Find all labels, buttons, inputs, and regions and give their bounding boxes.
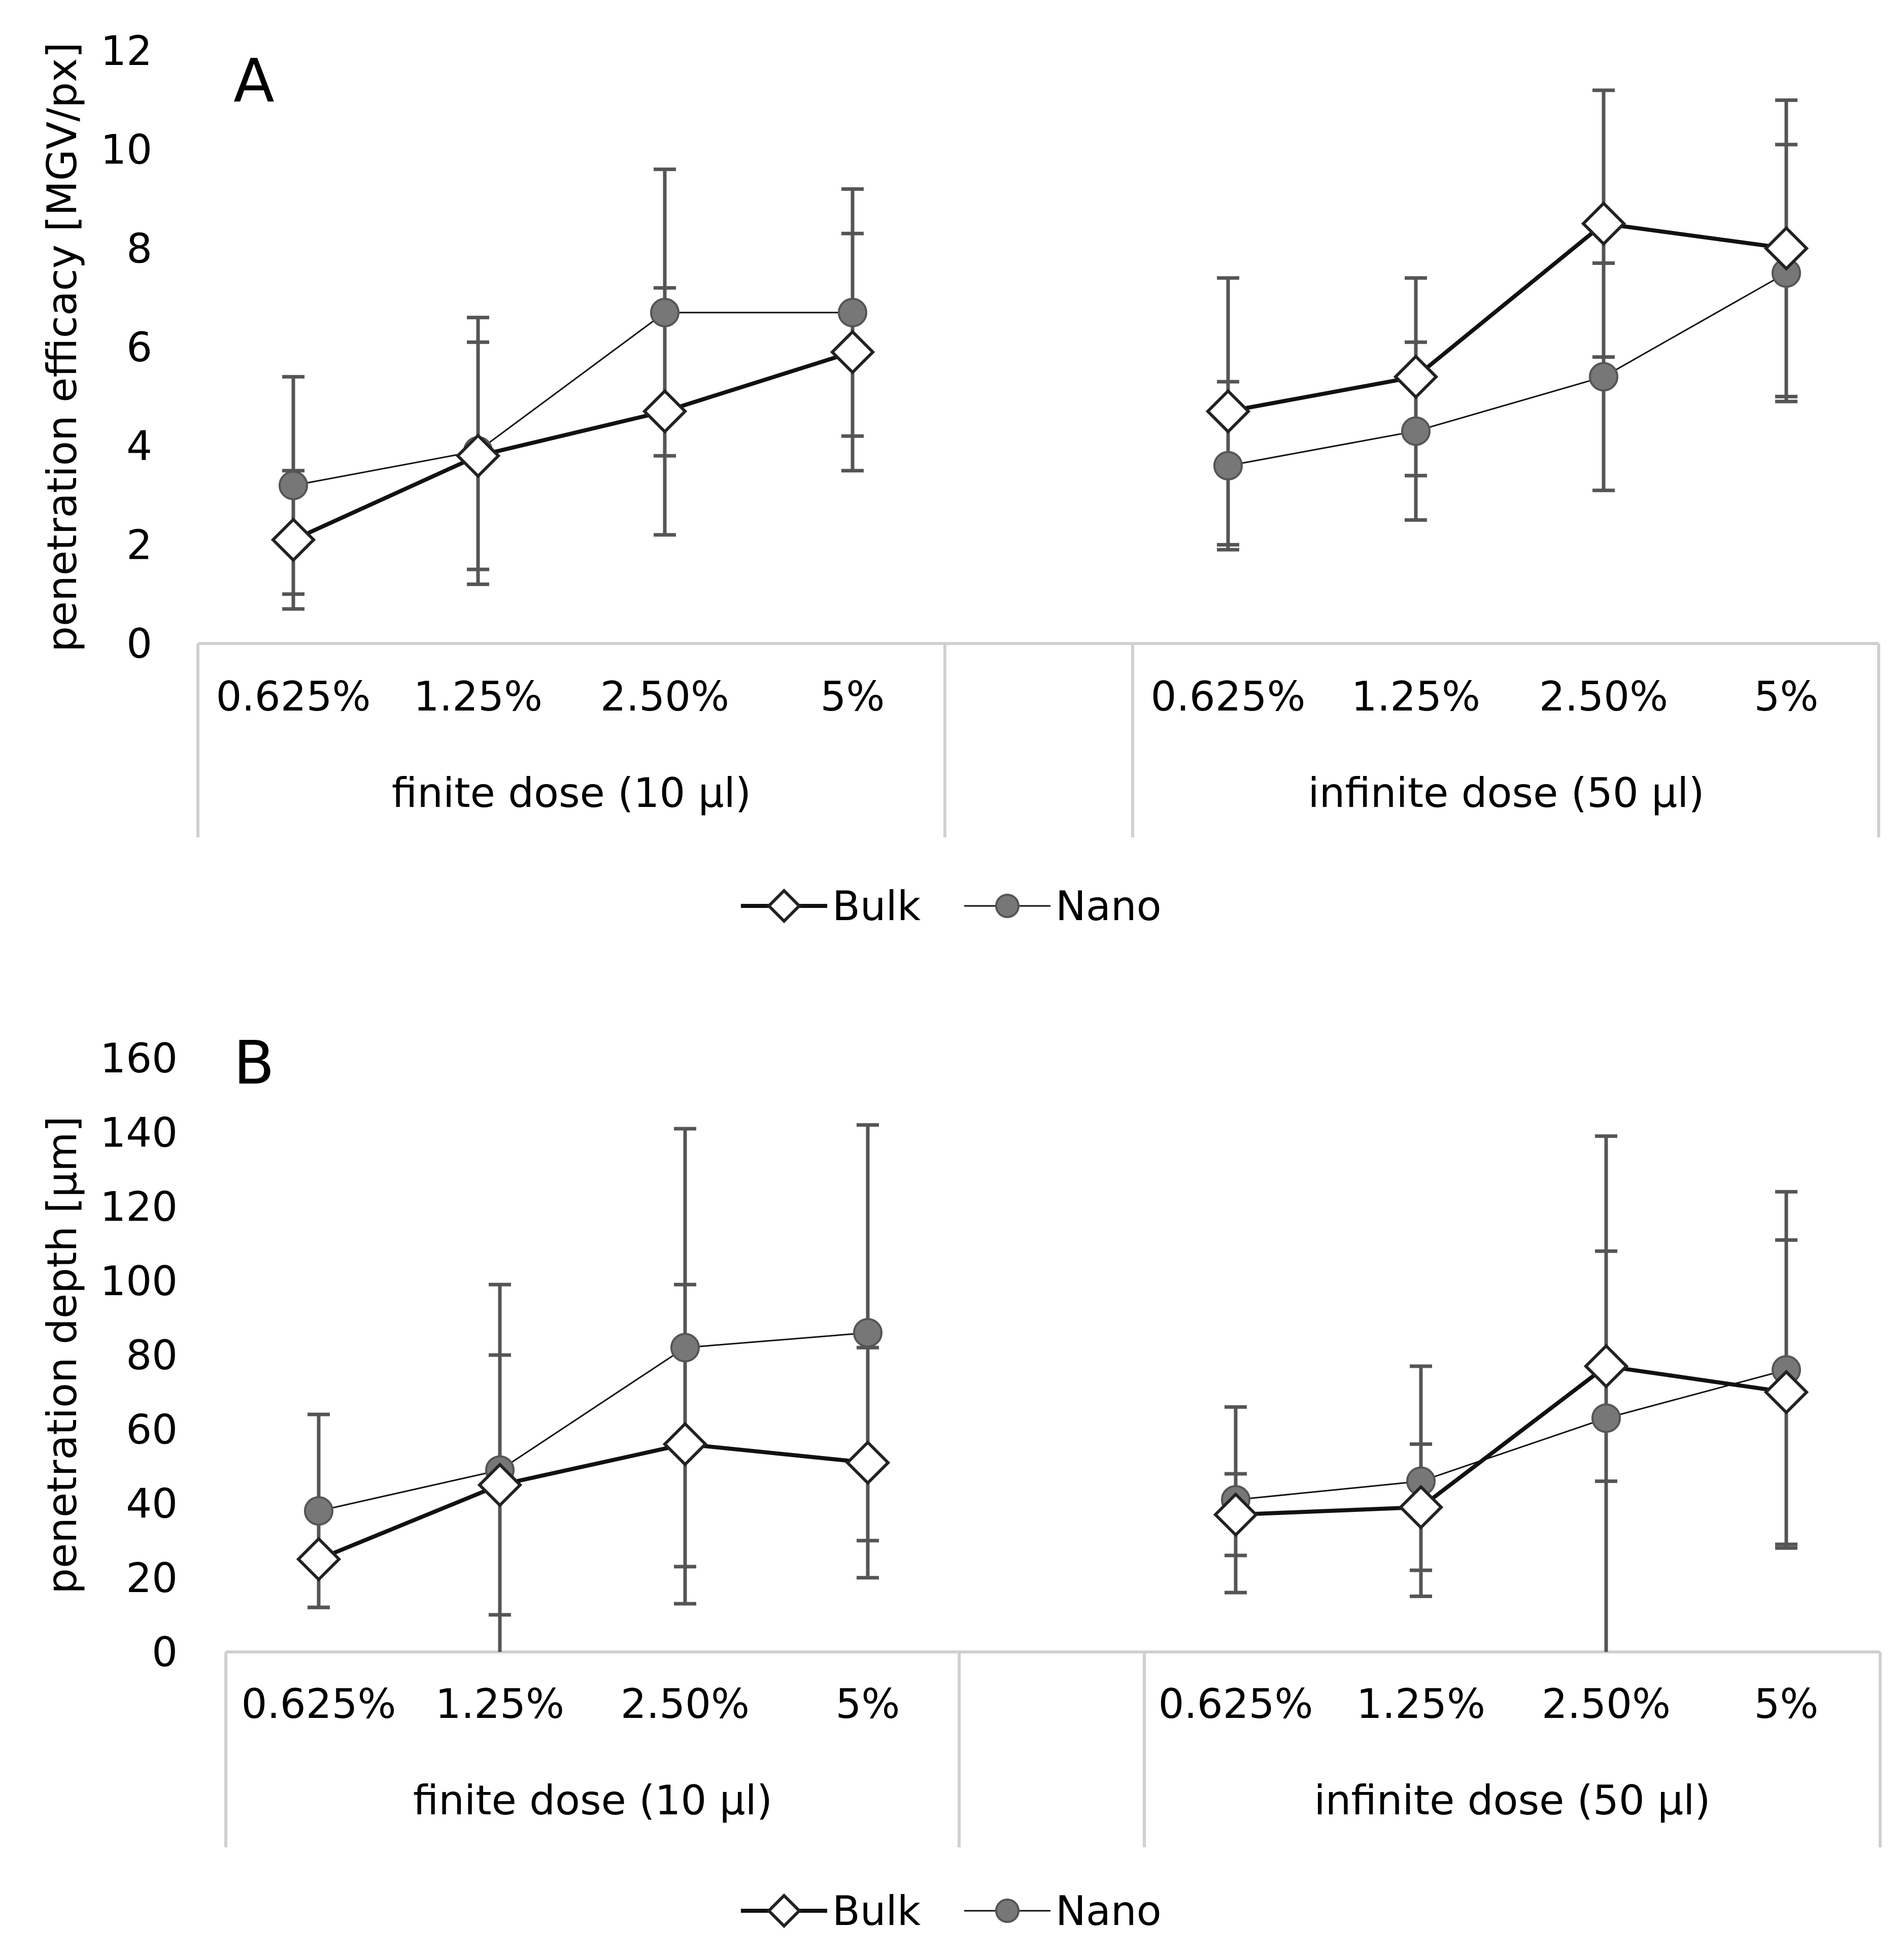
legend: Bulk Nano [741,883,1162,930]
y-tick-label: 12 [100,27,152,75]
x-group-label: infinite dose (50 µl) [1314,1777,1710,1824]
x-tick-label: 2.50% [621,1680,750,1728]
series-line [1235,1369,1787,1501]
legend-label-nano: Nano [1056,883,1162,930]
series-line [1235,1364,1787,1517]
legend-marker-bulk [766,1893,802,1929]
y-tick-label: 10 [100,126,152,174]
y-tick-label: 100 [100,1258,178,1305]
data-point [1205,389,1251,434]
markers-bulk [270,201,1809,562]
series-line [318,1442,868,1561]
series-nano [318,1332,1787,1512]
data-point [830,329,875,375]
x-tick-label: 2.50% [600,673,729,720]
x-tick-label: 2.50% [1539,673,1668,720]
data-point [1393,354,1439,399]
x-tick-label: 1.25% [435,1680,564,1728]
data-point [1398,1484,1444,1530]
legend-label-bulk: Bulk [832,883,921,930]
y-tick-label: 0 [126,620,152,667]
y-axis-label: penetration efficacy [MGV/px] [39,42,86,652]
data-point [670,1333,700,1363]
x-group-label: infinite dose (50 µl) [1308,769,1704,817]
x-tick-label: 5% [836,1680,900,1728]
data-point [1583,1343,1629,1389]
y-tick-label: 60 [126,1406,178,1453]
x-tick-label: 1.25% [1351,673,1480,720]
legend-label-nano: Nano [1056,1887,1162,1935]
legend-marker-bulk [766,888,802,924]
markers-nano [304,1318,1801,1526]
markers-bulk [296,1343,1809,1582]
data-point [1213,1492,1259,1537]
y-tick-label: 0 [152,1629,178,1676]
y-tick-label: 8 [126,225,152,272]
y-tick-label: 80 [126,1332,178,1379]
y-tick-label: 120 [100,1184,178,1231]
data-point [838,297,867,327]
legend: Bulk Nano [741,1887,1162,1935]
error-bars-bulk [308,1238,1797,1617]
y-axis-label: penetration depth [µm] [39,1116,86,1594]
x-tick-label: 5% [1754,673,1819,720]
legend-label-bulk: Bulk [832,1887,921,1935]
x-tick-label: 2.50% [1542,1680,1671,1728]
data-point [296,1536,342,1582]
data-point [477,1462,523,1508]
data-point [650,297,680,327]
legend-marker-nano [995,894,1020,918]
series-line [293,312,853,487]
data-point [662,1422,708,1467]
data-point [455,433,501,479]
y-tick-label: 140 [100,1109,178,1156]
series-line [292,350,854,542]
data-point [1213,451,1243,481]
y-tick-label: 4 [126,423,152,470]
markers-nano [279,258,1801,500]
x-tick-label: 1.25% [1356,1680,1485,1728]
data-point [1401,416,1431,446]
x-tick-label: 5% [821,673,885,720]
series-nano [293,272,1787,487]
data-point [1591,1403,1621,1433]
data-point [845,1440,891,1485]
panel-label: A [233,46,275,116]
data-point [1763,226,1809,271]
x-tick-label: 0.625% [1150,673,1305,720]
legend-marker-nano [995,1899,1020,1923]
x-group-label: finite dose (10 µl) [413,1777,772,1824]
panel-label: B [233,1028,275,1098]
x-tick-label: 0.625% [241,1680,396,1728]
x-tick-label: 5% [1754,1680,1819,1728]
y-tick-label: 2 [126,521,152,568]
x-tick-label: 0.625% [1158,1680,1313,1728]
error-bars-bulk [282,88,1797,611]
series-line [1228,221,1787,414]
data-point [1589,362,1618,392]
series-bulk [318,1364,1787,1561]
x-tick-label: 0.625% [216,673,370,720]
series-line [318,1332,868,1512]
data-point [304,1496,333,1526]
error-bars-nano [282,143,1797,596]
x-group-label: finite dose (10 µl) [392,769,751,817]
data-point [270,517,316,562]
x-axis [196,642,1880,837]
series-line [1228,272,1787,467]
x-tick-label: 1.25% [414,673,542,720]
y-tick-label: 160 [100,1035,178,1082]
data-point [642,389,688,434]
data-point [1581,201,1626,246]
data-point [1763,1369,1809,1415]
data-point [853,1318,882,1348]
data-point [279,470,308,500]
y-tick-label: 20 [126,1555,178,1602]
y-tick-label: 6 [126,324,152,371]
series-bulk [292,221,1787,542]
y-tick-label: 40 [126,1480,178,1528]
